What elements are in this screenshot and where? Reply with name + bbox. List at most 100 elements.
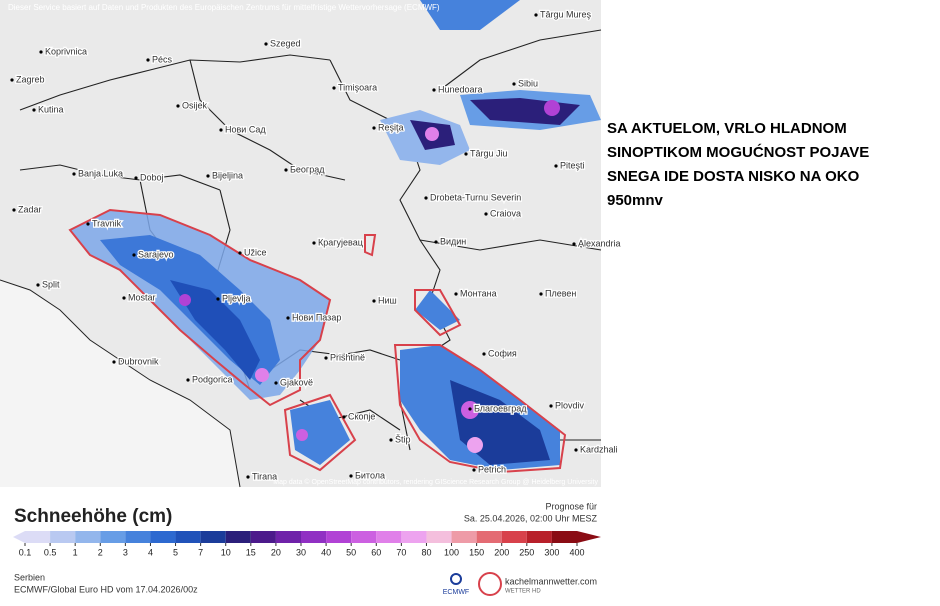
colorbar-tick-label: 10 (221, 547, 231, 557)
note-line: SINOPTIKOM MOGUĆNOST POJAVE (607, 143, 869, 161)
place-dot (482, 352, 486, 356)
place-label: Монтана (460, 288, 497, 298)
colorbar-arrow-low (13, 531, 25, 543)
place-dot (549, 404, 553, 408)
place-dot (176, 104, 180, 108)
brand: kachelmannwetter.com (505, 576, 597, 586)
place-label: Târgu Jiu (470, 148, 508, 158)
colorbar-cell (301, 531, 327, 543)
colorbar: 0.1 0.5 1 2 3 4 5 7 10 15 20 30 40 50 60 70 80 100 150 200 2… (13, 531, 601, 557)
place-dot (512, 82, 516, 86)
place-label: Užice (244, 247, 267, 257)
colorbar-cell (50, 531, 76, 543)
place-label: Tirana (252, 471, 277, 481)
place-dot (12, 208, 16, 212)
colorbar-tick-label: 40 (321, 547, 331, 557)
place-dot (219, 128, 223, 132)
place-dot (36, 283, 40, 287)
place-dot (468, 407, 472, 411)
colorbar-tick-label: 5 (173, 547, 178, 557)
place-dot (539, 292, 543, 296)
colorbar-cell (526, 531, 552, 543)
place-dot (134, 176, 138, 180)
place-label: Скопје (348, 411, 375, 421)
place-label: Благоевград (474, 403, 527, 413)
contours (68, 208, 567, 474)
place-label: Zadar (18, 204, 42, 214)
place-dot (424, 196, 428, 200)
region: Serbien (14, 572, 45, 582)
place-label: Sarajevo (138, 249, 174, 259)
note-line: 950mnv (607, 192, 664, 209)
place-dot (324, 356, 328, 360)
place-label: Gjakovë (280, 377, 313, 387)
colorbar-tick-label: 0.1 (19, 547, 32, 557)
colorbar-tick-label: 30 (296, 547, 306, 557)
place-label: Bijeljina (212, 170, 243, 180)
place-dot (432, 88, 436, 92)
place-label: Drobeta-Turnu Severin (430, 192, 521, 202)
place-dot (286, 316, 290, 320)
place-dot (454, 292, 458, 296)
place-dot (206, 174, 210, 178)
brand-sub: WETTER HD (505, 589, 541, 595)
colorbar-cell (351, 531, 377, 543)
colorbar-tick-label: 0.5 (44, 547, 57, 557)
colorbar-tick-label: 150 (469, 547, 484, 557)
colorbar-tick-label: 60 (371, 547, 381, 557)
place-dot (484, 212, 488, 216)
forecast-time: Sa. 25.04.2026, 02:00 Uhr MESZ (464, 513, 598, 523)
colorbar-cell (376, 531, 402, 543)
place-label: Reşiţa (378, 122, 404, 132)
map: Dieser Service basiert auf Daten und Pro… (0, 0, 622, 488)
place-label: Видин (440, 236, 466, 246)
place-label: Крагујевац (318, 237, 363, 247)
place-dot (574, 448, 578, 452)
place-dot (264, 42, 268, 46)
place-label: Ниш (378, 295, 397, 305)
place-dot (434, 240, 438, 244)
colorbar-cell (426, 531, 452, 543)
place-dot (284, 168, 288, 172)
place-label: Београд (290, 164, 325, 174)
model-run: ECMWF/Global Euro HD vom 17.04.2026/00z (14, 584, 198, 594)
place-label: Osijek (182, 100, 208, 110)
place-dot (112, 360, 116, 364)
colorbar-tick-label: 1 (73, 547, 78, 557)
place-dot (332, 86, 336, 90)
place-label: Kardzhali (580, 444, 618, 454)
place-dot (246, 475, 250, 479)
place-dot (342, 415, 346, 419)
colorbar-cell (225, 531, 251, 543)
place-dot (86, 222, 90, 226)
colorbar-tick-label: 15 (246, 547, 256, 557)
place-label: Kutina (38, 104, 64, 114)
place-dot (389, 438, 393, 442)
place-dot (534, 13, 538, 17)
colorbar-cell (200, 531, 226, 543)
place-label: Banja Luka (78, 168, 123, 178)
map-attribution: Map data © OpenStreetMap contributors, r… (273, 478, 598, 486)
place-label: Piteşti (560, 160, 585, 170)
place-dot (312, 241, 316, 245)
place-dot (238, 251, 242, 255)
legend-title: Schneehöhe (cm) (14, 506, 172, 527)
brand-logo (478, 572, 502, 596)
colorbar-tick-label: 2 (98, 547, 103, 557)
place-label: Sibiu (518, 78, 538, 88)
place-dot (472, 468, 476, 472)
place-label: Pljevlja (222, 293, 251, 303)
place-dot (216, 297, 220, 301)
map-header: Dieser Service basiert auf Daten und Pro… (8, 3, 440, 12)
place-dot (349, 474, 353, 478)
colorbar-cell (250, 531, 276, 543)
place-dot (372, 299, 376, 303)
colorbar-cell (150, 531, 176, 543)
place-dot (554, 164, 558, 168)
colorbar-cell (275, 531, 301, 543)
colorbar-tick-label: 3 (123, 547, 128, 557)
place-label: Travnik (92, 218, 122, 228)
place-dot (186, 378, 190, 382)
